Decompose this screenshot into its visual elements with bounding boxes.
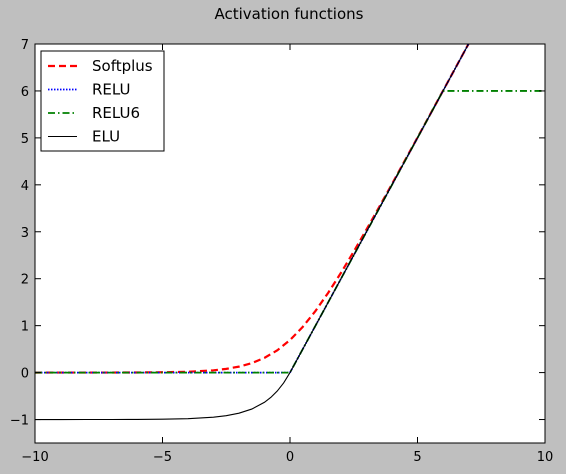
series-layer — [35, 44, 545, 421]
y-tick-label: 7 — [21, 38, 29, 53]
x-tick-label: −5 — [153, 450, 172, 465]
y-tick-label: 0 — [21, 367, 29, 382]
legend-label-elu: ELU — [92, 128, 120, 146]
x-tick-label: 0 — [286, 450, 294, 465]
y-tick-label: 1 — [21, 320, 29, 335]
y-tick-label: 4 — [21, 179, 29, 194]
y-tick-label: 2 — [21, 273, 29, 288]
legend: Softplus RELU RELU6 ELU — [40, 50, 165, 152]
legend-label-relu: RELU — [92, 81, 131, 99]
chart-title: Activation functions — [215, 5, 364, 23]
series-line-elu — [35, 44, 470, 421]
y-tick-label: 5 — [21, 132, 29, 147]
x-tick-label: −10 — [21, 450, 48, 465]
y-tick-label: 6 — [21, 85, 29, 100]
legend-box — [40, 50, 165, 152]
legend-label-softplus: Softplus — [92, 57, 153, 75]
y-tick-label: −1 — [10, 414, 29, 429]
legend-label-relu6: RELU6 — [92, 104, 140, 122]
x-tick-label: 5 — [413, 450, 421, 465]
y-tick-label: 3 — [21, 226, 29, 241]
series-line-relu6 — [35, 90, 545, 374]
x-tick-label: 10 — [537, 450, 554, 465]
plot-frame — [34, 43, 546, 444]
